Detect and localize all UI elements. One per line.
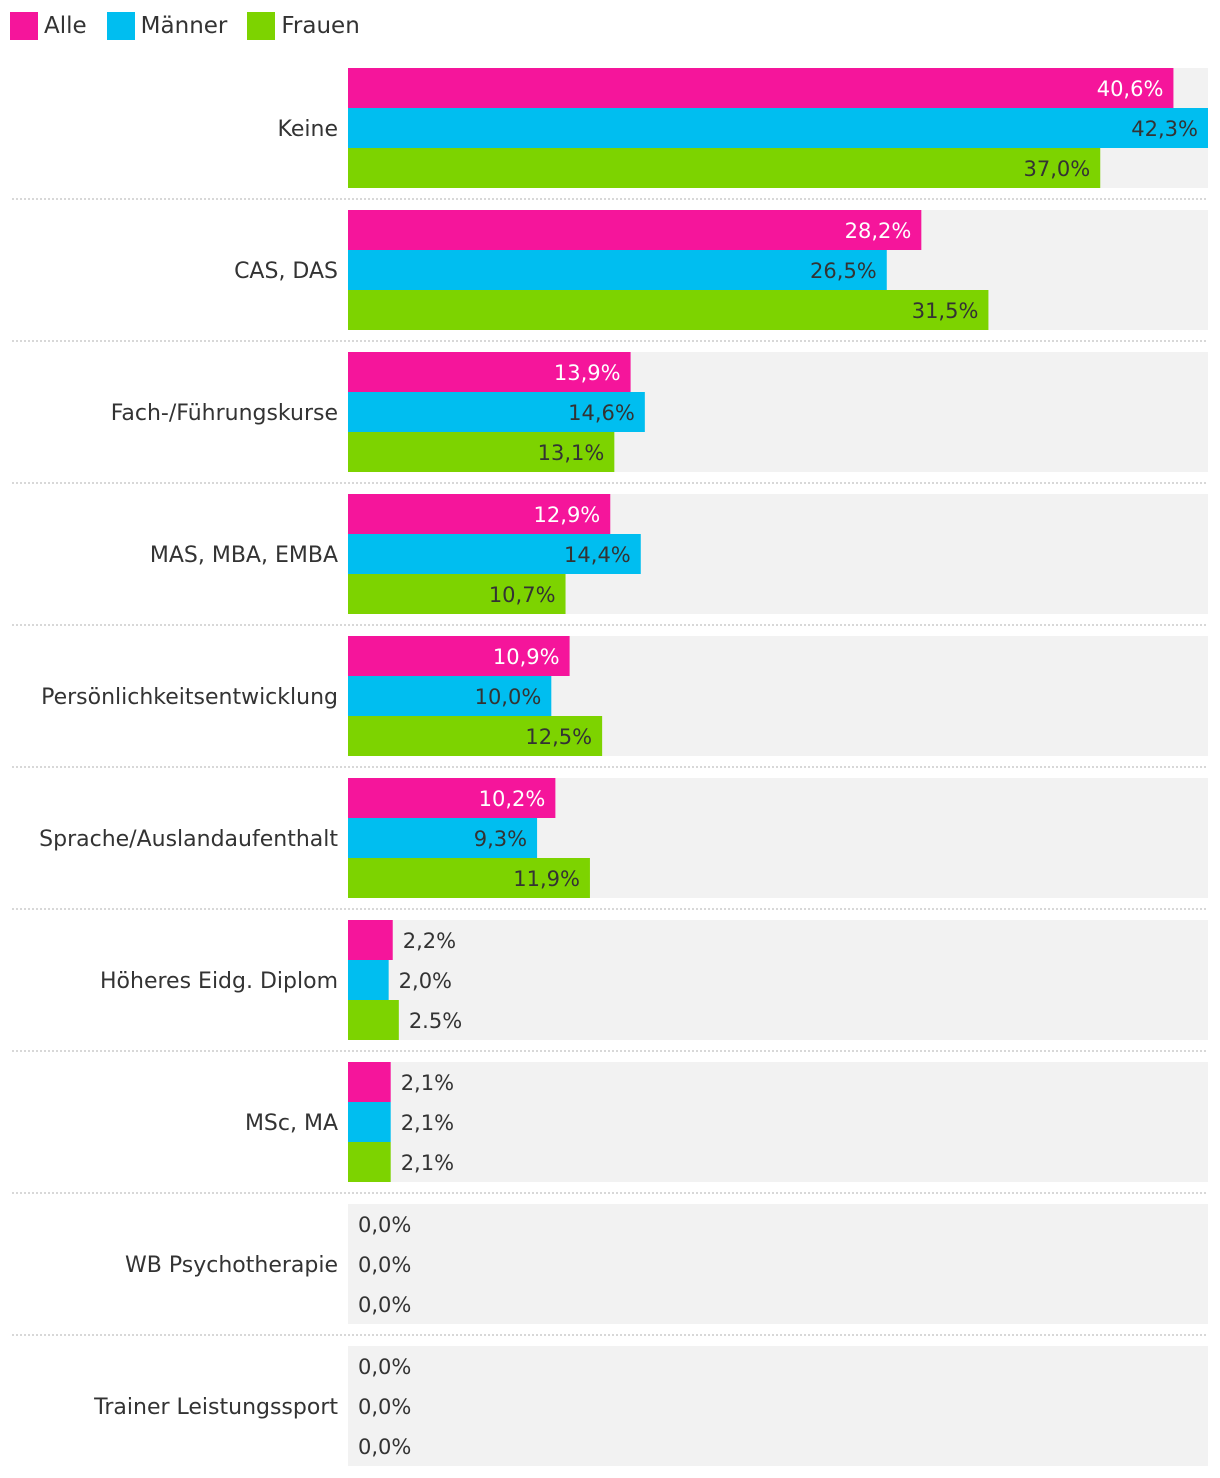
data-label: 2.5% xyxy=(409,1009,462,1033)
data-label: 14,6% xyxy=(568,401,635,425)
data-label: 37,0% xyxy=(1024,157,1091,181)
legend-swatch-maenner xyxy=(106,12,135,40)
bar-mas-mba-emba-1 xyxy=(348,534,641,574)
bar-msc-ma-2 xyxy=(348,1142,391,1182)
category-label: MSc, MA xyxy=(245,1111,338,1136)
data-label: 13,9% xyxy=(554,361,621,385)
category-label: Persönlichkeitsentwicklung xyxy=(41,685,338,710)
bar-keine-2 xyxy=(348,148,1101,188)
legend-label-alle: Alle xyxy=(44,13,87,39)
data-label: 0,0% xyxy=(358,1253,411,1277)
data-label: 0,0% xyxy=(358,1435,411,1459)
data-label: 2,0% xyxy=(399,969,452,993)
bar-keine-0 xyxy=(348,68,1174,108)
category-label: Sprache/Auslandaufenthalt xyxy=(39,827,338,852)
bar-msc-ma-1 xyxy=(348,1102,391,1142)
data-label: 28,2% xyxy=(845,219,912,243)
data-label: 13,1% xyxy=(538,441,605,465)
data-label: 12,5% xyxy=(525,725,592,749)
category-label: Höheres Eidg. Diplom xyxy=(100,969,338,994)
category-label: Fach-/Führungskurse xyxy=(111,401,338,426)
data-label: 9,3% xyxy=(474,827,527,851)
data-label: 2,1% xyxy=(401,1151,454,1175)
data-label: 0,0% xyxy=(358,1293,411,1317)
legend-label-frauen: Frauen xyxy=(281,13,360,39)
chart-legend: Alle Männer Frauen xyxy=(10,10,380,42)
bar-mas-mba-emba-0 xyxy=(348,494,611,534)
bar-sprache-auslandaufenthalt-1 xyxy=(348,818,538,858)
data-label: 31,5% xyxy=(912,299,979,323)
legend-item-maenner[interactable]: Männer xyxy=(106,12,228,40)
data-label: 10,0% xyxy=(475,685,542,709)
legend-swatch-frauen xyxy=(247,12,276,40)
bar-cas-das-2 xyxy=(348,290,989,330)
bar-fach-führungskurse-0 xyxy=(348,352,631,392)
bar-sprache-auslandaufenthalt-0 xyxy=(348,778,556,818)
category-label: WB Psychotherapie xyxy=(125,1253,338,1278)
legend-label-maenner: Männer xyxy=(140,13,228,39)
bar-msc-ma-0 xyxy=(348,1062,391,1102)
data-label: 26,5% xyxy=(810,259,877,283)
bar-fach-führungskurse-2 xyxy=(348,432,615,472)
bar-keine-1 xyxy=(348,108,1208,148)
data-label: 14,4% xyxy=(564,543,631,567)
bar-sprache-auslandaufenthalt-2 xyxy=(348,858,590,898)
category-label: Trainer Leistungssport xyxy=(93,1395,338,1420)
bar-höheres-eidg-diplom-2 xyxy=(348,1000,399,1040)
legend-swatch-alle xyxy=(10,12,38,40)
bar-persönlichkeitsentwicklung-1 xyxy=(348,676,552,716)
category-label: Keine xyxy=(278,117,338,142)
bar-höheres-eidg-diplom-0 xyxy=(348,920,393,960)
bar-persönlichkeitsentwicklung-2 xyxy=(348,716,603,756)
legend-item-alle[interactable]: Alle xyxy=(10,12,87,40)
data-label: 12,9% xyxy=(534,503,601,527)
data-label: 0,0% xyxy=(358,1213,411,1237)
bar-track-msc-ma xyxy=(348,1062,1208,1182)
data-label: 0,0% xyxy=(358,1395,411,1419)
bar-persönlichkeitsentwicklung-0 xyxy=(348,636,570,676)
legend-item-frauen[interactable]: Frauen xyxy=(247,12,360,40)
bar-fach-führungskurse-1 xyxy=(348,392,645,432)
bar-cas-das-0 xyxy=(348,210,922,250)
data-label: 10,7% xyxy=(489,583,556,607)
data-label: 40,6% xyxy=(1097,77,1164,101)
data-label: 10,2% xyxy=(479,787,546,811)
data-label: 11,9% xyxy=(513,867,580,891)
bar-track-höheres-eidg-diplom xyxy=(348,920,1208,1040)
bar-track-trainer-leistungssport xyxy=(348,1346,1208,1466)
bar-track-wb-psychotherapie xyxy=(348,1204,1208,1324)
data-label: 10,9% xyxy=(493,645,560,669)
data-label: 42,3% xyxy=(1131,117,1198,141)
data-label: 2,1% xyxy=(401,1071,454,1095)
data-label: 0,0% xyxy=(358,1355,411,1379)
bar-cas-das-1 xyxy=(348,250,887,290)
data-label: 2,1% xyxy=(401,1111,454,1135)
data-label: 2,2% xyxy=(403,929,456,953)
bar-mas-mba-emba-2 xyxy=(348,574,566,614)
category-label: CAS, DAS xyxy=(234,259,338,284)
category-label: MAS, MBA, EMBA xyxy=(150,543,338,568)
bar-höheres-eidg-diplom-1 xyxy=(348,960,389,1000)
